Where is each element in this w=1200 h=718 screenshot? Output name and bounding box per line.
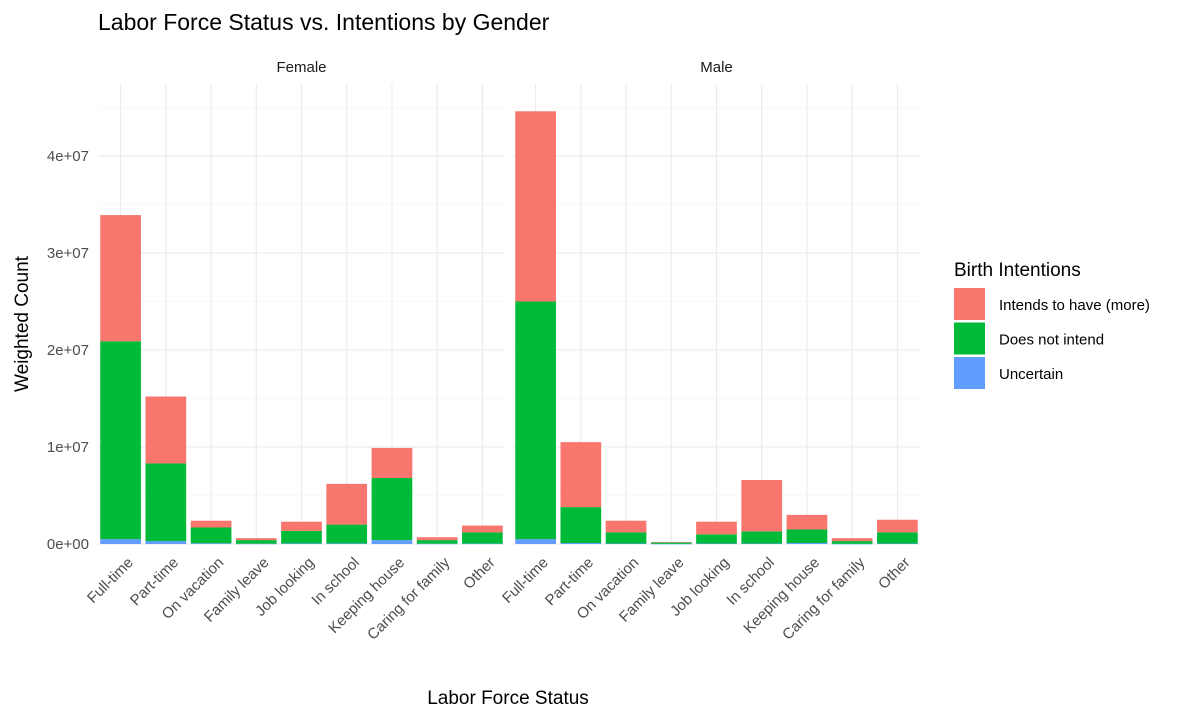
legend-key-uncertain xyxy=(954,357,985,389)
bar-female-keeping-house-does-not-intend xyxy=(371,478,413,541)
bar-female-family-leave-intends-to-have-more- xyxy=(235,538,277,541)
bar-male-on-vacation-intends-to-have-more- xyxy=(605,520,647,533)
bar-male-part-time-uncertain xyxy=(560,543,602,544)
bar-male-keeping-house-does-not-intend xyxy=(786,529,828,544)
bar-male-keeping-house-intends-to-have-more- xyxy=(786,514,828,530)
bar-female-part-time-uncertain xyxy=(145,541,187,544)
bar-female-other-uncertain xyxy=(462,543,503,545)
bar-male-caring-for-family-intends-to-have-more- xyxy=(831,538,873,542)
legend-label: Uncertain xyxy=(999,366,1063,383)
bar-male-part-time-intends-to-have-more- xyxy=(560,442,602,508)
x-tick-label: Other xyxy=(460,554,499,593)
y-tick-label: 1e+07 xyxy=(47,439,89,456)
bar-male-part-time-does-not-intend xyxy=(560,507,602,544)
bar-female-in-school-uncertain xyxy=(326,543,368,544)
x-tick-label: Caring for family xyxy=(779,554,869,644)
bar-male-in-school-uncertain xyxy=(741,543,783,545)
bar-male-in-school-does-not-intend xyxy=(741,531,783,544)
bar-female-full-time-intends-to-have-more- xyxy=(100,215,141,342)
bar-female-part-time-does-not-intend xyxy=(145,463,187,542)
y-tick-label: 3e+07 xyxy=(47,245,89,262)
legend-key-does-not-intend xyxy=(954,322,985,355)
bar-female-job-looking-does-not-intend xyxy=(281,530,322,544)
bar-female-in-school-intends-to-have-more- xyxy=(326,483,368,525)
bar-male-family-leave-does-not-intend xyxy=(650,542,692,544)
bar-female-caring-for-family-intends-to-have-more- xyxy=(416,537,458,541)
bar-male-full-time-uncertain xyxy=(515,539,556,544)
bar-female-job-looking-intends-to-have-more- xyxy=(281,521,322,531)
bar-male-caring-for-family-uncertain xyxy=(831,543,873,545)
bar-female-other-does-not-intend xyxy=(462,532,503,544)
facet-strip-label: Female xyxy=(276,59,326,76)
bar-female-caring-for-family-does-not-intend xyxy=(416,540,458,544)
bar-female-job-looking-uncertain xyxy=(281,543,322,544)
legend-label: Does not intend xyxy=(999,332,1104,349)
x-tick-label: Caring for family xyxy=(364,554,454,644)
y-tick-label: 2e+07 xyxy=(47,342,89,359)
bar-male-in-school-intends-to-have-more- xyxy=(741,479,783,532)
bar-male-full-time-does-not-intend xyxy=(515,301,556,540)
legend: Birth Intentions Intends to have (more) D… xyxy=(954,260,1150,389)
legend-label: Intends to have (more) xyxy=(999,297,1150,314)
bar-female-on-vacation-uncertain xyxy=(190,543,232,544)
bar-female-family-leave-does-not-intend xyxy=(235,540,277,544)
x-tick-label: Other xyxy=(875,554,914,593)
bar-female-part-time-intends-to-have-more- xyxy=(145,396,187,464)
bar-female-keeping-house-intends-to-have-more- xyxy=(371,447,413,479)
bar-male-family-leave-intends-to-have-more- xyxy=(650,542,692,543)
bar-female-in-school-does-not-intend xyxy=(326,524,368,544)
facet-strip-label: Male xyxy=(700,59,733,76)
legend-title: Birth Intentions xyxy=(954,260,1081,281)
bar-male-job-looking-does-not-intend xyxy=(696,534,737,544)
y-axis-title: Weighted Count xyxy=(12,255,33,392)
bar-female-keeping-house-uncertain xyxy=(371,540,413,544)
bar-male-on-vacation-does-not-intend xyxy=(605,532,647,544)
bar-male-full-time-intends-to-have-more- xyxy=(515,111,556,302)
y-tick-label: 0e+00 xyxy=(47,536,89,553)
bar-male-job-looking-uncertain xyxy=(696,543,737,545)
bar-female-caring-for-family-uncertain xyxy=(416,543,458,545)
bar-male-job-looking-intends-to-have-more- xyxy=(696,521,737,535)
bar-female-family-leave-uncertain xyxy=(235,543,277,545)
legend-key-intends-to-have-more- xyxy=(954,288,985,320)
bar-female-full-time-does-not-intend xyxy=(100,341,141,540)
bar-female-full-time-uncertain xyxy=(100,539,141,544)
bar-female-other-intends-to-have-more- xyxy=(462,525,503,533)
bar-male-family-leave-uncertain xyxy=(650,543,692,545)
x-axis-title: Labor Force Status xyxy=(427,688,589,709)
bar-female-on-vacation-does-not-intend xyxy=(190,527,232,544)
bar-male-keeping-house-uncertain xyxy=(786,543,828,544)
bar-male-on-vacation-uncertain xyxy=(605,543,647,545)
chart-title: Labor Force Status vs. Intentions by Gen… xyxy=(98,9,550,35)
bar-male-caring-for-family-does-not-intend xyxy=(831,541,873,544)
bar-male-other-intends-to-have-more- xyxy=(877,519,918,533)
bar-female-on-vacation-intends-to-have-more- xyxy=(190,520,232,528)
y-tick-label: 4e+07 xyxy=(47,148,89,165)
bar-male-other-does-not-intend xyxy=(877,532,918,544)
bar-male-other-uncertain xyxy=(877,543,918,545)
